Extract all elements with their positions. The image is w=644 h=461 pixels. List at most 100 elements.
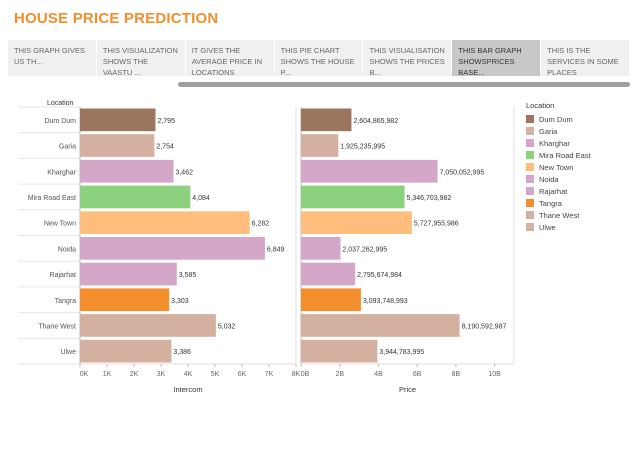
bar: [80, 134, 155, 157]
story-tab-label: THIS IS THE SERVICES IN SOME PLACES: [547, 46, 619, 76]
story-tab-7[interactable]: THIS IS THE SERVICES IN SOME PLACES: [541, 40, 631, 76]
bar-charts: Location Dum Dum Garia Kharghar Mira Road Ea…: [18, 100, 515, 394]
page-title: HOUSE PRICE PREDICTION: [14, 10, 219, 27]
legend-label: Dum Dum: [539, 114, 573, 124]
tick-label: 6B: [413, 371, 422, 378]
data-label: 5,727,955,986: [414, 221, 459, 228]
data-label: 3,585: [179, 272, 197, 279]
story-tab-1[interactable]: THIS GRAPH GIVES US TH...: [8, 40, 97, 76]
category-label: Noida: [58, 246, 76, 253]
legend-item[interactable]: Rajarhat: [526, 185, 636, 197]
bar: [80, 237, 265, 260]
legend-item[interactable]: Thane West: [526, 209, 636, 221]
legend-label: Ulwe: [539, 222, 556, 232]
legend-swatch: [526, 163, 534, 171]
data-label: 3,944,783,995: [379, 349, 424, 356]
legend-label: Noida: [539, 174, 559, 184]
category-label: Mira Road East: [28, 195, 76, 202]
legend-item[interactable]: Mira Road East: [526, 149, 636, 161]
data-label: 5,032: [218, 323, 236, 330]
legend-swatch: [526, 127, 534, 135]
tick-label: 0B: [301, 371, 310, 378]
data-label: 6,282: [252, 221, 270, 228]
category-label: Ulwe: [60, 349, 76, 356]
bar: [80, 339, 172, 363]
bar: [301, 159, 438, 183]
tick-label: 0K: [80, 371, 89, 378]
tick-label: 4B: [374, 371, 383, 378]
bar: [80, 159, 174, 183]
category-label: Rajarhat: [50, 272, 77, 279]
data-label: 2,604,865,982: [353, 118, 398, 125]
legend-item[interactable]: Dum Dum: [526, 113, 636, 125]
tick-label: 4K: [184, 371, 193, 378]
bar: [301, 108, 352, 132]
bar: [301, 262, 356, 286]
legend-swatch: [526, 115, 534, 123]
data-label: 4,084: [192, 195, 210, 202]
bar: [301, 185, 405, 209]
category-label: Kharghar: [47, 169, 76, 176]
legend-swatch: [526, 175, 534, 183]
bar: [301, 288, 361, 312]
story-tab-3[interactable]: IT GIVES THE AVERAGE PRICE IN LOCATIONS: [185, 40, 275, 76]
legend-item[interactable]: Kharghar: [526, 137, 636, 149]
bar: [80, 262, 177, 286]
bar: [301, 134, 339, 157]
row-header: Location: [47, 100, 74, 107]
story-tab-6[interactable]: THIS BAR GRAPH SHOWSPRICES BASE...: [452, 40, 542, 76]
data-label: 1,925,235,995: [340, 144, 385, 151]
data-label: 3,462: [175, 169, 193, 176]
data-label: 2,754: [156, 144, 174, 151]
bar: [80, 211, 250, 234]
tick-label: 10B: [488, 371, 501, 378]
data-label: 7,050,052,995: [440, 169, 485, 176]
bar: [80, 108, 156, 132]
data-label: 3,303: [171, 298, 189, 305]
tick-label: 7K: [265, 371, 274, 378]
category-label: Dum Dum: [44, 118, 76, 125]
legend-item[interactable]: Noida: [526, 173, 636, 185]
legend-swatch: [526, 199, 534, 207]
story-tab-5[interactable]: THIS VISUALISATION SHOWS THE PRICES B...: [363, 40, 453, 76]
tick-label: 8K: [292, 371, 301, 378]
legend-swatch: [526, 151, 534, 159]
bar: [80, 288, 170, 312]
legend-item[interactable]: Garia: [526, 125, 636, 137]
bar: [301, 237, 341, 260]
category-label: Thane West: [38, 323, 76, 330]
data-label: 2,037,262,995: [342, 246, 387, 253]
data-label: 5,346,703,982: [407, 195, 452, 202]
bar: [301, 339, 378, 363]
tick-label: 2K: [130, 371, 139, 378]
bar: [80, 185, 191, 209]
legend-swatch: [526, 223, 534, 231]
tabs-scrollbar[interactable]: [178, 82, 630, 87]
legend-item[interactable]: Tangra: [526, 197, 636, 209]
data-label: 3,386: [173, 349, 191, 356]
story-tab-2[interactable]: THIS VISUALIZATION SHOWS THE VAASTU ...: [96, 40, 186, 76]
data-label: 2,795: [157, 118, 175, 125]
legend-label: Mira Road East: [539, 150, 591, 160]
category-label: Garia: [59, 144, 76, 151]
legend-item[interactable]: Ulwe: [526, 221, 636, 233]
legend-label: Garia: [539, 126, 558, 136]
axis-title: Intercom: [173, 385, 202, 394]
bar: [301, 211, 412, 234]
legend-swatch: [526, 187, 534, 195]
legend-swatch: [526, 139, 534, 147]
tick-label: 8B: [452, 371, 461, 378]
data-label: 6,849: [267, 246, 285, 253]
tick-label: 3K: [157, 371, 166, 378]
tick-label: 2B: [335, 371, 344, 378]
category-label: New Town: [44, 221, 76, 228]
legend-label: Kharghar: [539, 138, 570, 148]
data-label: 8,190,592,987: [462, 323, 507, 330]
tick-label: 5K: [211, 371, 220, 378]
story-tab-4[interactable]: THIS PIE CHART SHOWS THE HOUSE P...: [274, 40, 364, 76]
category-label: Tangra: [55, 298, 77, 305]
legend-title: Location: [526, 101, 555, 110]
bar: [301, 314, 460, 337]
legend-label: Thane West: [539, 210, 580, 220]
legend-item[interactable]: New Town: [526, 161, 636, 173]
